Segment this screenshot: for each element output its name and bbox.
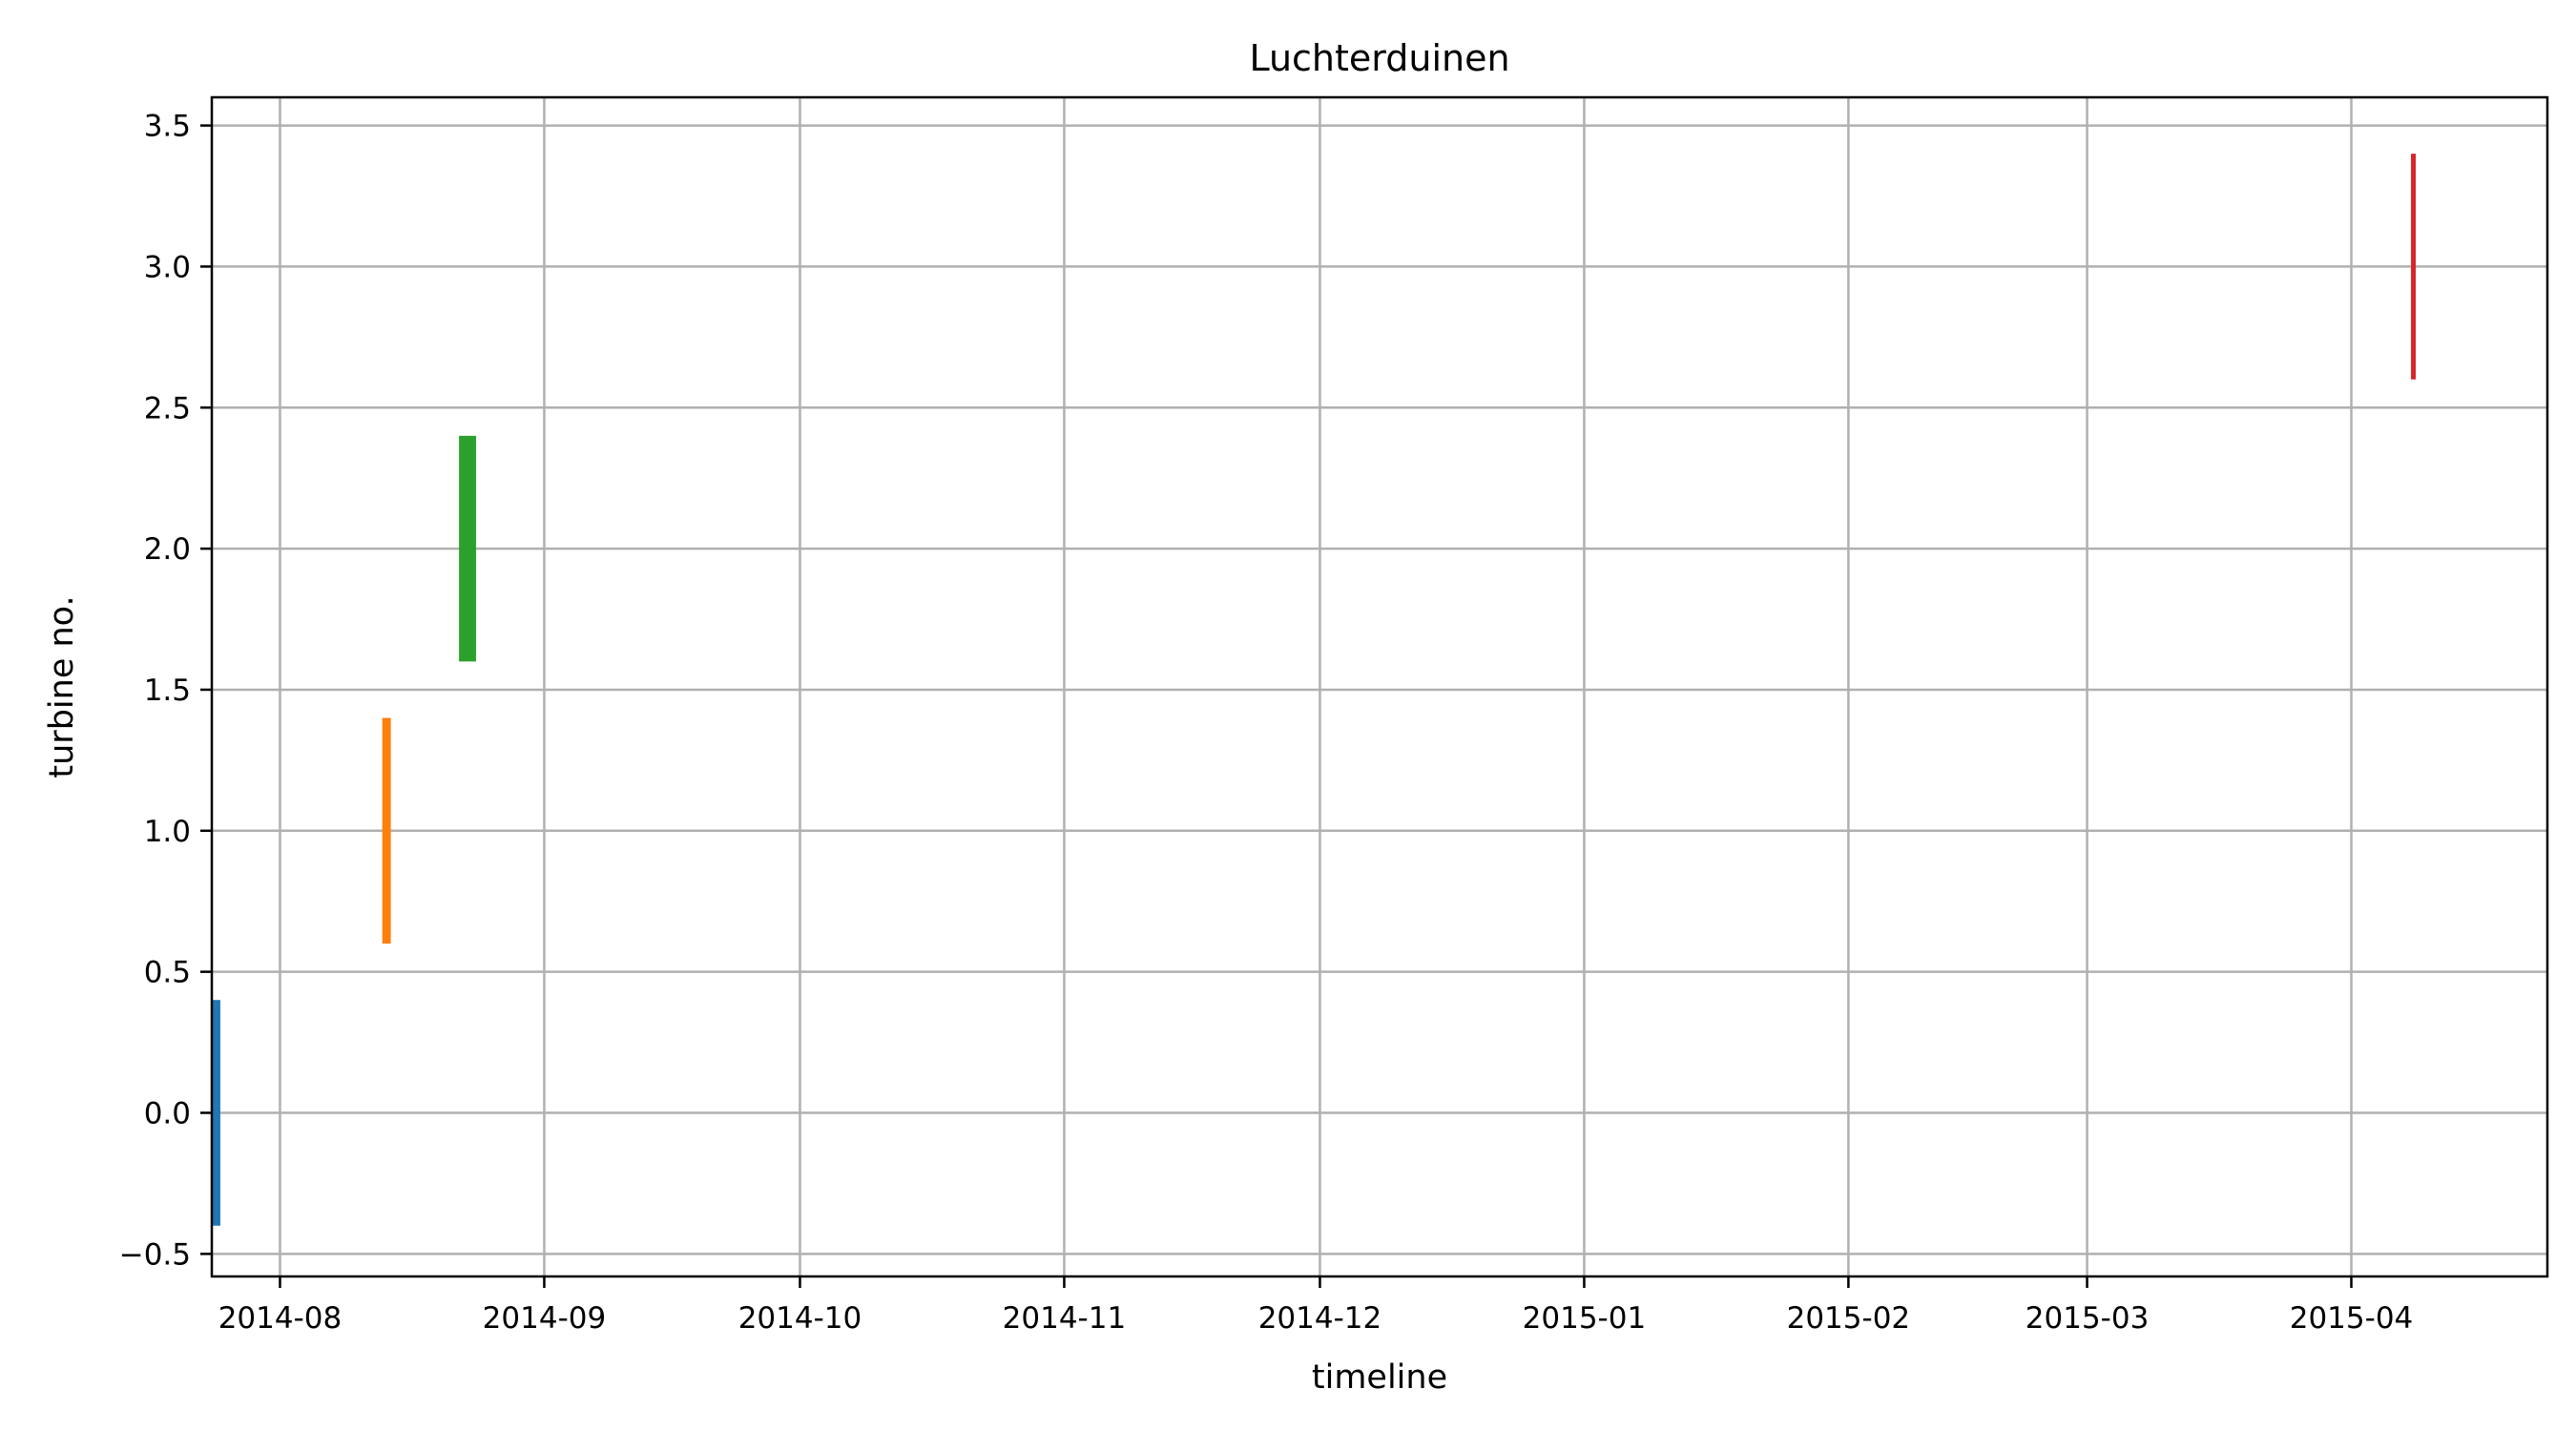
turbine-bar-1 — [382, 717, 391, 944]
y-tick-label: 2.5 — [144, 391, 191, 425]
y-tick-label: 3.0 — [144, 250, 191, 284]
y-tick-label: 0.5 — [144, 956, 191, 990]
plot-frame — [210, 95, 2549, 1278]
x-tick-label: 2014-09 — [483, 1301, 607, 1336]
y-tick-label: 1.5 — [144, 674, 191, 708]
x-tick-label: 2014-08 — [218, 1301, 343, 1336]
x-tick-label: 2014-11 — [1003, 1301, 1127, 1336]
turbine-bar-0 — [212, 1000, 220, 1226]
ticks-layer: 2014-08 2014-09 2014-10 2014-11 2014-12 2015-… — [119, 110, 2414, 1336]
x-axis-label: timeline — [1312, 1358, 1447, 1397]
x-tick-label: 2015-01 — [1523, 1301, 1647, 1336]
y-tick-label: 1.0 — [144, 815, 191, 849]
turbine-bar-2 — [459, 435, 476, 662]
bars-layer — [212, 154, 2417, 1226]
x-tick-label: 2015-02 — [1787, 1301, 1911, 1336]
y-tick-label: 0.0 — [144, 1096, 191, 1130]
x-tick-label: 2015-04 — [2290, 1301, 2414, 1336]
y-tick-label: 2.0 — [144, 532, 191, 567]
x-tick-label: 2014-10 — [738, 1301, 862, 1336]
y-axis-label: turbine no. — [43, 595, 81, 778]
x-tick-label: 2014-12 — [1258, 1301, 1382, 1336]
y-tick-label: 3.5 — [144, 110, 191, 144]
turbine-bar-3 — [2411, 154, 2417, 380]
chart-title: Luchterduinen — [1249, 37, 1509, 79]
x-tick-label: 2015-03 — [2025, 1301, 2150, 1336]
grid-layer — [212, 97, 2547, 1276]
y-tick-label: −0.5 — [119, 1237, 191, 1272]
